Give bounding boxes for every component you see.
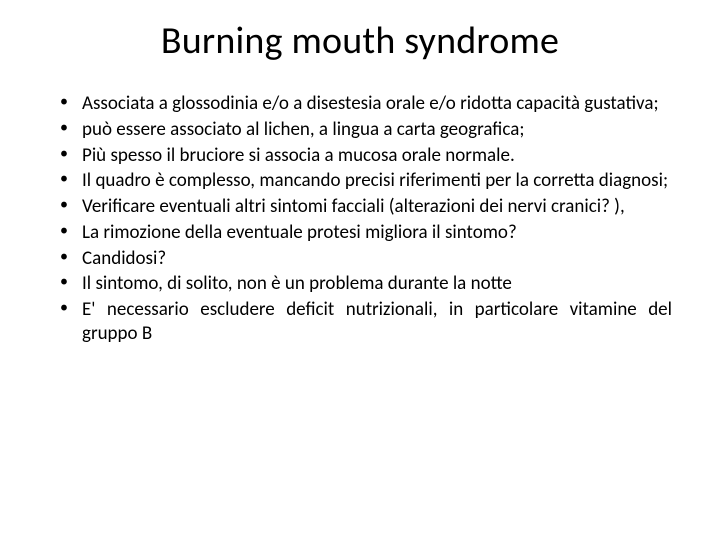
bullet-item: Più spesso il bruciore si associa a muco… bbox=[60, 144, 672, 168]
bullet-item: può essere associato al lichen, a lingua… bbox=[60, 118, 672, 142]
bullet-item: Associata a glossodinia e/o a disestesia… bbox=[60, 92, 672, 116]
bullet-item: Candidosi? bbox=[60, 247, 672, 271]
bullet-list: Associata a glossodinia e/o a disestesia… bbox=[48, 92, 672, 346]
bullet-item: E' necessario escludere deficit nutrizio… bbox=[60, 298, 672, 346]
slide-title: Burning mouth syndrome bbox=[48, 18, 672, 64]
bullet-item: Il sintomo, di solito, non è un problema… bbox=[60, 272, 672, 296]
bullet-item: Verificare eventuali altri sintomi facci… bbox=[60, 195, 672, 219]
bullet-item: Il quadro è complesso, mancando precisi … bbox=[60, 169, 672, 193]
bullet-item: La rimozione della eventuale protesi mig… bbox=[60, 221, 672, 245]
